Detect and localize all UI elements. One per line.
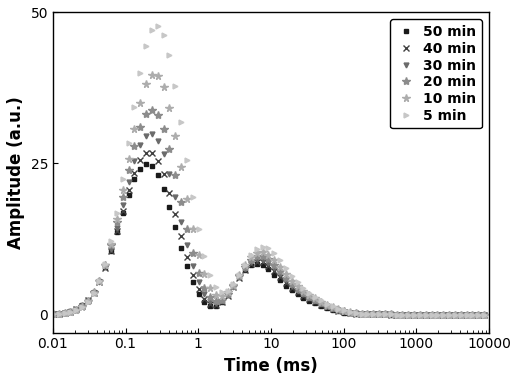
10 min: [481, 312, 487, 317]
20 min: [440, 312, 447, 317]
20 min: [394, 312, 400, 317]
50 min: [85, 298, 91, 302]
50 min: [143, 162, 149, 167]
Line: 40 min: 40 min: [50, 150, 487, 317]
30 min: [382, 312, 388, 317]
10 min: [394, 312, 400, 317]
40 min: [399, 312, 406, 317]
5 min: [411, 312, 417, 317]
Legend: 50 min, 40 min, 30 min, 20 min, 10 min, 5 min: 50 min, 40 min, 30 min, 20 min, 10 min, …: [390, 19, 482, 128]
Line: 5 min: 5 min: [50, 23, 486, 317]
5 min: [85, 299, 91, 304]
30 min: [440, 312, 447, 317]
30 min: [85, 298, 91, 303]
5 min: [50, 312, 56, 317]
20 min: [382, 312, 388, 317]
20 min: [50, 312, 56, 316]
Line: 50 min: 50 min: [50, 162, 486, 317]
5 min: [399, 312, 406, 317]
30 min: [411, 312, 417, 317]
5 min: [382, 312, 388, 317]
10 min: [399, 312, 406, 317]
30 min: [149, 132, 155, 136]
10 min: [85, 299, 91, 304]
20 min: [399, 312, 406, 317]
30 min: [394, 312, 400, 317]
50 min: [411, 312, 417, 317]
20 min: [85, 298, 91, 303]
Y-axis label: Amplitude (a.u.): Amplitude (a.u.): [7, 96, 25, 249]
5 min: [440, 312, 447, 317]
20 min: [481, 312, 487, 317]
20 min: [411, 312, 417, 317]
40 min: [411, 312, 417, 317]
50 min: [440, 312, 447, 317]
10 min: [149, 72, 155, 77]
40 min: [440, 312, 447, 317]
10 min: [50, 312, 56, 317]
50 min: [481, 312, 487, 317]
40 min: [143, 151, 149, 155]
10 min: [411, 312, 417, 317]
30 min: [399, 312, 406, 317]
40 min: [481, 312, 487, 317]
40 min: [382, 312, 388, 317]
50 min: [50, 312, 56, 316]
20 min: [149, 108, 155, 112]
X-axis label: Time (ms): Time (ms): [224, 357, 318, 375]
40 min: [50, 312, 56, 316]
Line: 30 min: 30 min: [50, 132, 486, 317]
5 min: [394, 312, 400, 317]
40 min: [394, 312, 400, 317]
10 min: [382, 312, 388, 317]
40 min: [85, 298, 91, 303]
50 min: [382, 312, 388, 317]
10 min: [440, 312, 447, 317]
5 min: [155, 24, 161, 28]
Line: 20 min: 20 min: [49, 106, 488, 319]
50 min: [394, 312, 400, 317]
30 min: [50, 312, 56, 316]
5 min: [481, 312, 487, 317]
Line: 10 min: 10 min: [49, 71, 488, 318]
30 min: [481, 312, 487, 317]
50 min: [399, 312, 406, 317]
